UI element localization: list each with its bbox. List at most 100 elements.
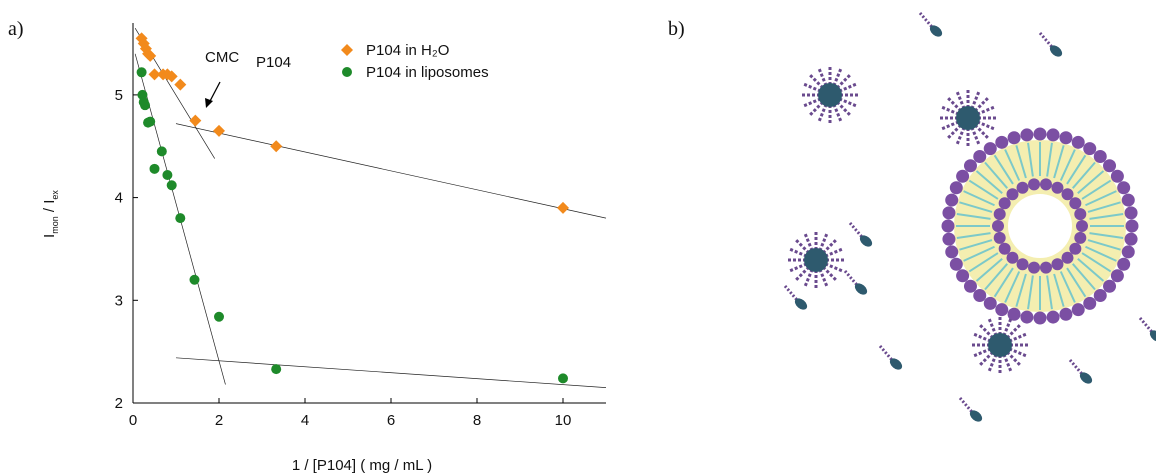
- unimer-head: [1149, 330, 1156, 342]
- lipid-head: [1083, 142, 1097, 156]
- unimer-chain: [1038, 32, 1054, 48]
- lipid-tail: [1089, 232, 1124, 239]
- fit-line: [175, 123, 607, 219]
- lipid-head: [1071, 135, 1085, 149]
- lipid-head: [1069, 197, 1082, 210]
- unimer-head: [859, 235, 873, 247]
- lipid-head: [1103, 279, 1117, 293]
- lipid-tail: [1071, 161, 1096, 189]
- point: [162, 170, 173, 180]
- unimer-head: [794, 298, 808, 310]
- lipid-head: [1028, 261, 1041, 274]
- subscript: mon: [50, 216, 60, 234]
- lipid-head: [1074, 231, 1087, 244]
- lipid-head: [998, 197, 1011, 210]
- lipid-head: [945, 245, 959, 259]
- micelle-core: [818, 83, 842, 107]
- lipid-tail: [1004, 271, 1021, 303]
- point: [189, 274, 200, 285]
- lipid-head: [1124, 206, 1138, 220]
- lipid-head: [1125, 219, 1139, 233]
- point: [174, 78, 187, 91]
- lipid-head: [1103, 159, 1117, 173]
- annotation: CMC: [205, 49, 239, 66]
- point: [175, 213, 186, 224]
- x-tick-label: 0: [129, 412, 137, 429]
- point: [270, 140, 283, 153]
- y-axis-label: Imon / Iex: [41, 190, 60, 238]
- lipid-head: [942, 206, 956, 220]
- lipid-head: [1046, 128, 1060, 142]
- lipid-tail: [1087, 239, 1121, 251]
- unimer-head: [969, 410, 983, 422]
- lipid-tail: [968, 179, 999, 200]
- lipid-tail: [1059, 271, 1076, 303]
- unimer-chain: [843, 270, 859, 286]
- lipid-head: [956, 169, 970, 183]
- lipid-head: [1033, 127, 1047, 141]
- x-tick-label: 6: [387, 412, 395, 429]
- x-tick-label: 8: [473, 412, 481, 429]
- lipid-tail: [1027, 142, 1034, 177]
- point: [144, 49, 157, 62]
- x-tick-label: 4: [301, 412, 309, 429]
- lipid-head: [956, 269, 970, 283]
- lipid-head: [1059, 307, 1073, 321]
- lipid-head: [993, 231, 1006, 244]
- y-tick-label: 5: [115, 87, 123, 104]
- lipid-tail: [1066, 267, 1087, 298]
- lipid-head: [1039, 261, 1052, 274]
- lipid-head: [1083, 296, 1097, 310]
- lipid-tail: [1004, 149, 1021, 181]
- lipid-head: [1007, 131, 1021, 145]
- unimer-head: [929, 25, 943, 37]
- lipid-head: [1016, 258, 1029, 271]
- lipid-head: [973, 289, 987, 303]
- lipid-tail: [1081, 252, 1112, 273]
- lipid-tail: [956, 213, 991, 220]
- lipid-head: [1117, 257, 1131, 271]
- legend-label: P104 in liposomes: [366, 64, 489, 81]
- lipid-head: [1061, 188, 1074, 201]
- lipid-head: [1071, 303, 1085, 317]
- lipid-tail: [1077, 170, 1105, 195]
- lipid-tail: [1059, 149, 1076, 181]
- lipid-tail: [1085, 190, 1117, 207]
- lipid-head: [993, 208, 1006, 221]
- legend-label: P104 in H₂O: [366, 42, 449, 59]
- lipid-tail: [993, 267, 1014, 298]
- lipid-tail: [975, 170, 1003, 195]
- lipid-tail: [1015, 145, 1027, 179]
- lipid-tail: [1077, 257, 1105, 282]
- illustration: [783, 12, 1156, 422]
- lipid-head: [1016, 181, 1029, 194]
- y-tick-label: 3: [115, 292, 123, 309]
- lipid-head: [1006, 188, 1019, 201]
- y-tick-label: 2: [115, 395, 123, 412]
- x-axis-label: 1 / [P104] ( mg / mL ): [292, 457, 432, 474]
- arrow-head: [205, 98, 213, 108]
- lipid-head: [1121, 245, 1135, 259]
- lipid-tail: [1087, 201, 1121, 213]
- point: [149, 163, 160, 174]
- lipid-tail: [1081, 179, 1112, 200]
- lipid-head: [1020, 310, 1034, 324]
- lipid-tail: [968, 252, 999, 273]
- label-part: I: [41, 234, 58, 238]
- lipid-head: [983, 142, 997, 156]
- lipid-head: [992, 220, 1004, 232]
- y-tick-label: 4: [115, 190, 123, 207]
- lipid-tail: [963, 190, 995, 207]
- unimer-chain: [878, 345, 894, 361]
- lipid-head: [1006, 251, 1019, 264]
- lipid-tail: [1053, 145, 1065, 179]
- legend-marker: [342, 67, 352, 77]
- lipid-tail: [1085, 245, 1117, 262]
- lipid-head: [1117, 181, 1131, 195]
- lipid-head: [1110, 269, 1124, 283]
- lipid-tail: [1089, 213, 1124, 220]
- lipid-tail: [1071, 263, 1096, 291]
- lumen: [1008, 194, 1072, 258]
- lipid-head: [1046, 310, 1060, 324]
